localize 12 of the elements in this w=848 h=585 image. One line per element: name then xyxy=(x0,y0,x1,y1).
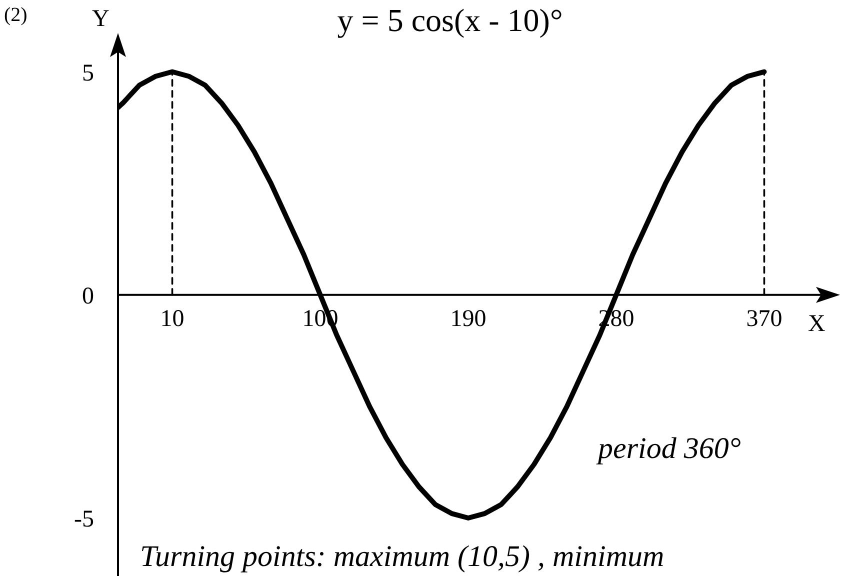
x-tick-label: 190 xyxy=(450,306,486,332)
text: (2) xyxy=(4,4,28,27)
chart-title: y = 5 cos(x - 10)° xyxy=(336,2,564,39)
y-tick-label: -5 xyxy=(74,506,94,533)
x-tick-label: 10 xyxy=(160,306,184,332)
annotation: Turning points: maximum (10,5) , minimum xyxy=(140,540,664,574)
y-tick-label: 5 xyxy=(82,60,94,86)
x-tick-label: 370 xyxy=(746,306,782,332)
x-axis-title: X xyxy=(808,310,826,338)
y-tick-label: 0 xyxy=(82,283,94,310)
y-axis-title: Y xyxy=(92,6,110,33)
annotation: period 360° xyxy=(598,432,741,466)
